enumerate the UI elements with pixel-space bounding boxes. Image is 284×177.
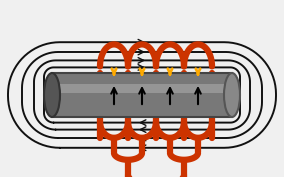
Ellipse shape [224, 73, 240, 117]
Polygon shape [52, 73, 232, 117]
Polygon shape [52, 84, 232, 93]
Ellipse shape [44, 73, 60, 117]
